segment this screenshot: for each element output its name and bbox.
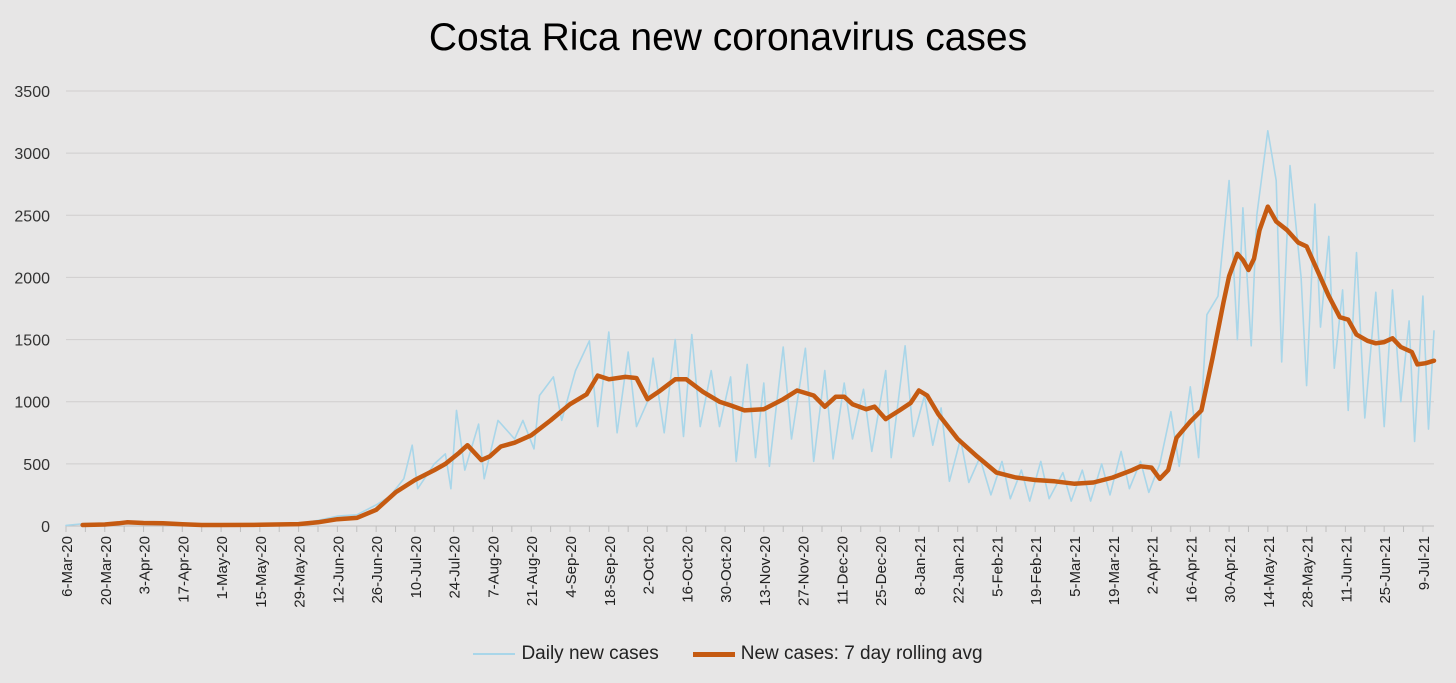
- x-tick-label: 8-Jan-21: [912, 536, 929, 595]
- x-tick-label: 10-Jul-20: [408, 536, 425, 599]
- x-tick-label: 30-Apr-21: [1222, 536, 1239, 603]
- x-tick-label: 3-Apr-20: [137, 536, 154, 594]
- y-tick-label: 2500: [14, 208, 50, 225]
- x-tick-label: 5-Mar-21: [1067, 536, 1084, 597]
- y-tick-label: 0: [41, 519, 50, 536]
- y-tick-label: 3000: [14, 146, 50, 163]
- x-tick-label: 7-Aug-20: [485, 536, 502, 598]
- x-tick-label: 30-Oct-20: [718, 536, 735, 603]
- x-tick-label: 9-Jul-21: [1416, 536, 1433, 590]
- x-tick-label: 20-Mar-20: [98, 536, 115, 605]
- x-tick-label: 15-May-20: [253, 536, 270, 608]
- x-tick-label: 2-Apr-21: [1145, 536, 1162, 594]
- x-tick-label: 11-Jun-21: [1338, 536, 1355, 602]
- x-axis: 6-Mar-20 20-Mar-20 3-Apr-20 17-Apr-20 1-May-…: [59, 525, 1434, 608]
- x-tick-label: 19-Mar-21: [1106, 536, 1123, 605]
- x-tick-label: 26-Jun-20: [369, 536, 386, 604]
- y-axis: 0 500 1000 1500 2000 2500 3000 3500: [14, 84, 50, 536]
- legend-swatch-daily: [473, 653, 516, 655]
- x-tick-label: 13-Nov-20: [757, 536, 774, 606]
- series-lines: [65, 130, 1437, 528]
- legend-swatch-rolling-avg: [692, 651, 735, 657]
- y-tick-label: 3500: [14, 84, 50, 101]
- chart-legend: Daily new cases New cases: 7 day rolling…: [0, 643, 1456, 665]
- x-tick-label: 27-Nov-20: [796, 536, 813, 606]
- x-tick-label: 1-May-20: [214, 536, 231, 599]
- x-tick-label: 25-Dec-20: [873, 536, 890, 606]
- x-tick-label: 11-Dec-20: [834, 536, 851, 605]
- legend-label-rolling-avg: New cases: 7 day rolling avg: [740, 643, 983, 664]
- x-tick-label: 6-Mar-20: [59, 536, 76, 597]
- x-tick-label: 18-Sep-20: [602, 536, 619, 606]
- y-tick-label: 1000: [14, 395, 50, 412]
- x-tick-label: 16-Apr-21: [1183, 536, 1200, 603]
- x-tick-label: 16-Oct-20: [679, 536, 696, 603]
- x-tick-label: 25-Jun-21: [1377, 536, 1394, 604]
- y-tick-label: 500: [23, 457, 50, 474]
- x-tick-label: 14-May-21: [1261, 536, 1278, 608]
- x-tick-label: 19-Feb-21: [1028, 536, 1045, 605]
- x-tick-label: 2-Oct-20: [641, 536, 658, 594]
- y-tick-label: 2000: [14, 270, 50, 287]
- x-tick-label: 24-Jul-20: [447, 536, 464, 599]
- x-tick-label: 4-Sep-20: [563, 536, 580, 598]
- series-daily-new-cases: [65, 130, 1435, 527]
- x-tick-label: 12-Jun-20: [330, 536, 347, 604]
- legend-item-daily: Daily new cases: [473, 643, 659, 665]
- chart-title: Costa Rica new coronavirus cases: [428, 16, 1028, 59]
- x-tick-label: 22-Jan-21: [951, 536, 968, 604]
- legend-item-rolling-avg: New cases: 7 day rolling avg: [692, 643, 983, 665]
- x-tick-label: 21-Aug-20: [524, 536, 541, 606]
- series-rolling-avg: [80, 204, 1437, 528]
- y-tick-label: 1500: [14, 333, 50, 350]
- x-tick-label: 28-May-21: [1300, 536, 1317, 608]
- x-tick-label: 5-Feb-21: [989, 536, 1006, 597]
- x-tick-label: 17-Apr-20: [175, 536, 192, 603]
- x-tick-label: 29-May-20: [292, 536, 309, 608]
- legend-label-daily: Daily new cases: [521, 643, 659, 664]
